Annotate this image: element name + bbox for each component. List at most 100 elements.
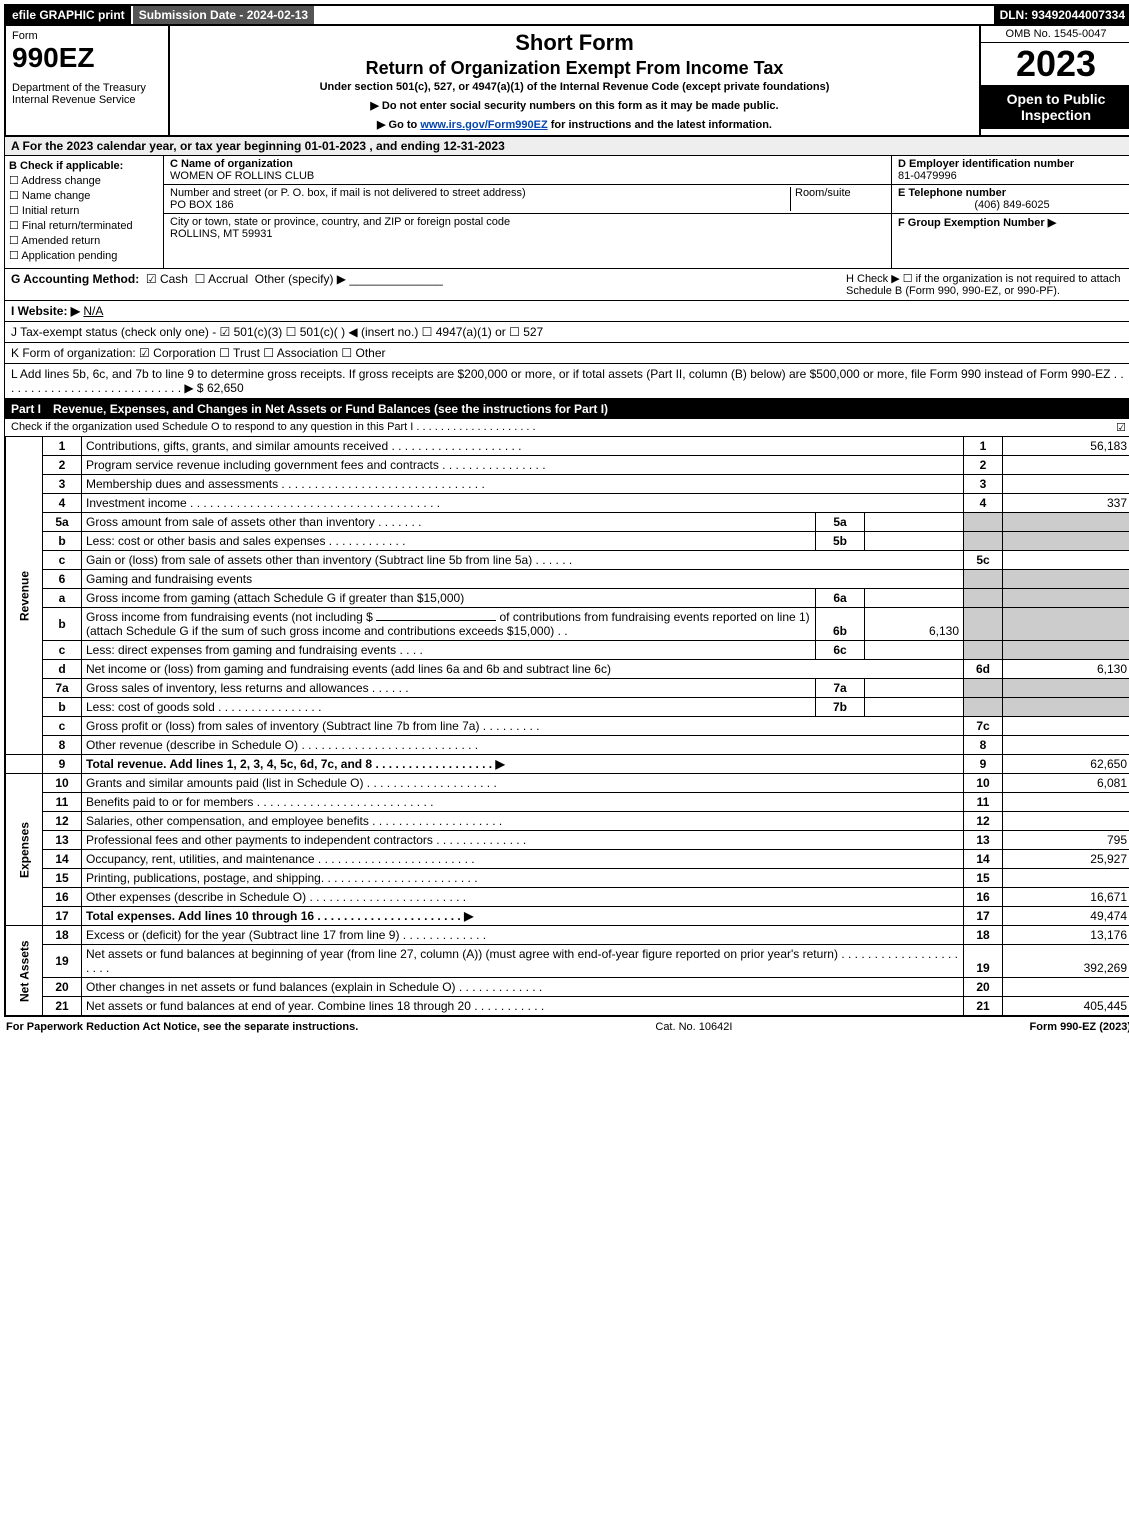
irs-link[interactable]: www.irs.gov/Form990EZ bbox=[420, 119, 547, 131]
form-instruction-1: ▶ Do not enter social security numbers o… bbox=[176, 99, 973, 112]
line-7b-mid: 7b bbox=[816, 698, 865, 717]
line-2-amt bbox=[1003, 456, 1129, 475]
line-6a-desc: Gross income from gaming (attach Schedul… bbox=[82, 589, 816, 608]
line-4-num: 4 bbox=[43, 494, 82, 513]
line-16-col: 16 bbox=[964, 888, 1003, 907]
line-11-col: 11 bbox=[964, 793, 1003, 812]
line-5c-amt bbox=[1003, 551, 1129, 570]
check-application-pending[interactable]: Application pending bbox=[9, 249, 159, 262]
line-16-amt: 16,671 bbox=[1003, 888, 1129, 907]
line-20-col: 20 bbox=[964, 978, 1003, 997]
city-label: City or town, state or province, country… bbox=[170, 216, 510, 228]
line-13-amt: 795 bbox=[1003, 831, 1129, 850]
shade bbox=[964, 641, 1003, 660]
line-7c-desc: Gross profit or (loss) from sales of inv… bbox=[82, 717, 964, 736]
part-1-sub: Check if the organization used Schedule … bbox=[5, 419, 1129, 436]
check-name-change[interactable]: Name change bbox=[9, 189, 159, 202]
page-footer: For Paperwork Reduction Act Notice, see … bbox=[4, 1017, 1129, 1033]
form-title-block: Short Form Return of Organization Exempt… bbox=[170, 26, 979, 135]
line-10-num: 10 bbox=[43, 774, 82, 793]
check-accrual[interactable]: Accrual bbox=[195, 272, 248, 286]
part-1-sub-text: Check if the organization used Schedule … bbox=[11, 421, 536, 434]
section-i: I Website: ▶ N/A bbox=[4, 301, 1129, 322]
accounting-method-label: G Accounting Method: bbox=[11, 272, 139, 286]
form-number: 990EZ bbox=[12, 42, 162, 74]
line-5c-desc: Gain or (loss) from sale of assets other… bbox=[82, 551, 964, 570]
line-6-desc: Gaming and fundraising events bbox=[82, 570, 964, 589]
dln-label: DLN: 93492044007334 bbox=[994, 6, 1129, 24]
line-11-num: 11 bbox=[43, 793, 82, 812]
line-19-num: 19 bbox=[43, 945, 82, 978]
line-20-amt bbox=[1003, 978, 1129, 997]
accounting-other[interactable]: Other (specify) ▶ bbox=[255, 272, 346, 286]
line-18-desc: Excess or (deficit) for the year (Subtra… bbox=[82, 926, 964, 945]
section-j: J Tax-exempt status (check only one) - ☑… bbox=[4, 322, 1129, 343]
line-15-col: 15 bbox=[964, 869, 1003, 888]
tax-year: 2023 bbox=[981, 43, 1129, 85]
shade bbox=[964, 589, 1003, 608]
line-6b-midamt: 6,130 bbox=[865, 608, 964, 641]
part-1-tag: Part I bbox=[11, 402, 41, 416]
shade bbox=[1003, 641, 1129, 660]
line-6b-d1: Gross income from fundraising events (no… bbox=[86, 610, 373, 624]
line-6a-midamt bbox=[865, 589, 964, 608]
line-5c-num: c bbox=[43, 551, 82, 570]
line-8-desc: Other revenue (describe in Schedule O) .… bbox=[82, 736, 964, 755]
box-c: C Name of organization WOMEN OF ROLLINS … bbox=[164, 156, 891, 268]
street-value: PO BOX 186 bbox=[170, 199, 234, 211]
line-17-col: 17 bbox=[964, 907, 1003, 926]
shade bbox=[1003, 532, 1129, 551]
line-16-num: 16 bbox=[43, 888, 82, 907]
city-value: ROLLINS, MT 59931 bbox=[170, 228, 273, 240]
line-1-desc: Contributions, gifts, grants, and simila… bbox=[82, 437, 964, 456]
check-amended-return[interactable]: Amended return bbox=[9, 234, 159, 247]
form-instruction-2: ▶ Go to www.irs.gov/Form990EZ for instru… bbox=[176, 118, 973, 131]
form-id-block: Form 990EZ Department of the Treasury In… bbox=[6, 26, 170, 135]
group-exemption-label: F Group Exemption Number ▶ bbox=[898, 217, 1056, 229]
section-l-amount: 62,650 bbox=[207, 381, 244, 395]
line-7c-num: c bbox=[43, 717, 82, 736]
line-15-num: 15 bbox=[43, 869, 82, 888]
line-15-desc: Printing, publications, postage, and shi… bbox=[82, 869, 964, 888]
line-7b-midamt bbox=[865, 698, 964, 717]
inst2-pre: ▶ Go to bbox=[377, 119, 420, 131]
line-7a-midamt bbox=[865, 679, 964, 698]
line-7c-amt bbox=[1003, 717, 1129, 736]
line-13-col: 13 bbox=[964, 831, 1003, 850]
line-5b-mid: 5b bbox=[816, 532, 865, 551]
line-3-col: 3 bbox=[964, 475, 1003, 494]
line-5a-midamt bbox=[865, 513, 964, 532]
check-final-return[interactable]: Final return/terminated bbox=[9, 219, 159, 232]
line-3-desc: Membership dues and assessments . . . . … bbox=[82, 475, 964, 494]
check-initial-return[interactable]: Initial return bbox=[9, 204, 159, 217]
line-6c-num: c bbox=[43, 641, 82, 660]
line-5b-midamt bbox=[865, 532, 964, 551]
line-6-num: 6 bbox=[43, 570, 82, 589]
line-10-desc: Grants and similar amounts paid (list in… bbox=[82, 774, 964, 793]
street-label: Number and street (or P. O. box, if mail… bbox=[170, 187, 526, 199]
section-a: A For the 2023 calendar year, or tax yea… bbox=[4, 137, 1129, 156]
box-b-label: B Check if applicable: bbox=[9, 160, 123, 172]
side-revenue: Revenue bbox=[6, 437, 43, 755]
line-6b-mid: 6b bbox=[816, 608, 865, 641]
line-21-col: 21 bbox=[964, 997, 1003, 1016]
line-6b-num: b bbox=[43, 608, 82, 641]
shade bbox=[964, 698, 1003, 717]
line-8-amt bbox=[1003, 736, 1129, 755]
line-17-desc: Total expenses. Add lines 10 through 16 … bbox=[82, 907, 964, 926]
check-address-change[interactable]: Address change bbox=[9, 174, 159, 187]
line-3-num: 3 bbox=[43, 475, 82, 494]
org-name-label: C Name of organization bbox=[170, 158, 293, 170]
form-label: Form bbox=[12, 30, 162, 42]
section-h: H Check ▶ ☐ if the organization is not r… bbox=[846, 272, 1126, 297]
identity-block: B Check if applicable: Address change Na… bbox=[4, 156, 1129, 269]
check-cash[interactable]: Cash bbox=[146, 272, 188, 286]
line-10-col: 10 bbox=[964, 774, 1003, 793]
line-1-col: 1 bbox=[964, 437, 1003, 456]
efile-print-button[interactable]: efile GRAPHIC print bbox=[6, 6, 131, 24]
part-1-checkbox[interactable]: ☑ bbox=[1116, 421, 1126, 434]
line-12-amt bbox=[1003, 812, 1129, 831]
line-6a-num: a bbox=[43, 589, 82, 608]
form-title-2: Return of Organization Exempt From Incom… bbox=[176, 58, 973, 79]
line-12-desc: Salaries, other compensation, and employ… bbox=[82, 812, 964, 831]
